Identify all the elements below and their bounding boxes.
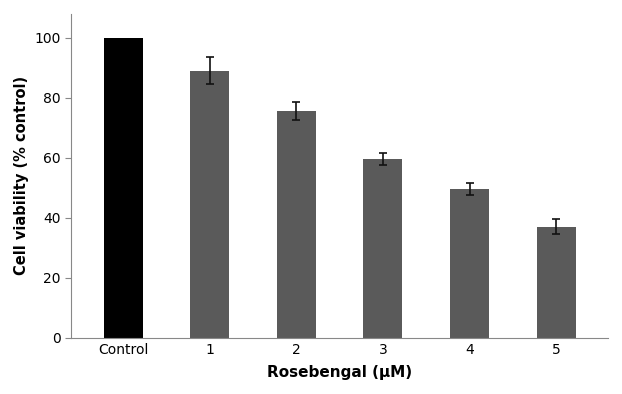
Bar	[104, 38, 142, 338]
Bar	[537, 227, 575, 338]
Bar	[450, 190, 489, 338]
Y-axis label: Cell viability (% control): Cell viability (% control)	[14, 76, 29, 275]
Bar	[190, 71, 230, 338]
X-axis label: Rosebengal (μM): Rosebengal (μM)	[267, 365, 412, 380]
Bar	[277, 112, 316, 338]
Bar	[363, 160, 402, 338]
